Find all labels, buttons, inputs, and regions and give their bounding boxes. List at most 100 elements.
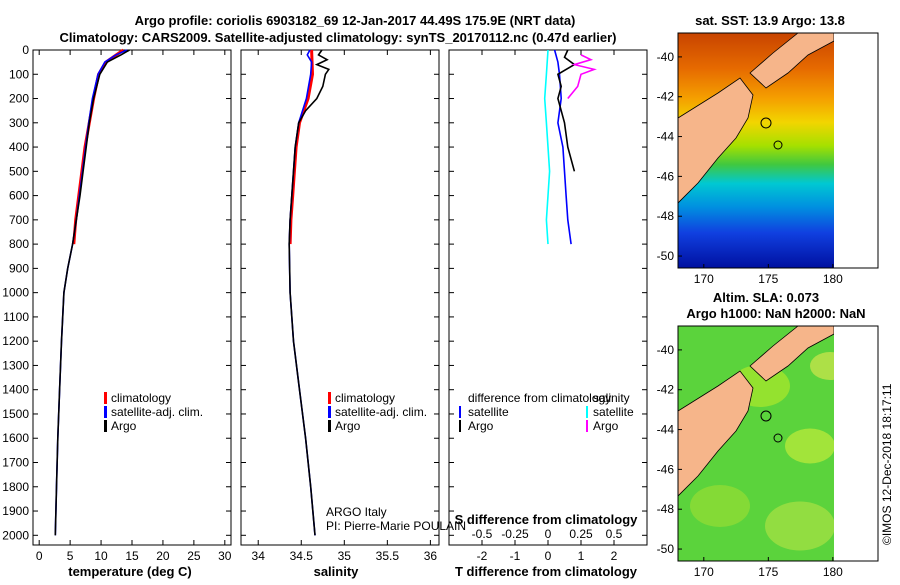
salinity-panel-frame (240, 49, 440, 546)
difference-x-axis: -2 -1 0 1 2 -0.5 -0.25 0 0.25 0.5 (472, 50, 623, 563)
series-line-argo (288, 49, 331, 536)
annotation-argo-italy: ARGO Italy (326, 505, 387, 519)
legend-swatch-temp-satellite (459, 406, 461, 418)
legend-swatch-argo (328, 420, 331, 432)
sla-map-title-2: Argo h1000: NaN h2000: NaN (686, 306, 865, 321)
map-y-tick-label: -44 (657, 130, 675, 144)
x-tick-label-top: -0.5 (472, 527, 493, 541)
map-x-tick-label: 175 (758, 565, 778, 579)
depth-tick-label: 1300 (2, 358, 29, 372)
legend-swatch-sal-satellite (586, 406, 588, 418)
map-blank (834, 33, 878, 268)
difference-xlabel-bottom: T difference from climatology (455, 564, 638, 579)
series-line-climatology (288, 49, 315, 245)
depth-tick-label: 1600 (2, 431, 29, 445)
land-north-island (749, 33, 834, 89)
sla-blob (690, 485, 750, 527)
legend-label-argo: Argo (111, 419, 137, 433)
x-tick-label: 1 (578, 549, 585, 563)
sla-map-title-1: Altim. SLA: 0.073 (713, 290, 819, 305)
legend-swatch-temp-argo (459, 420, 461, 432)
x-tick-label: 0 (545, 549, 552, 563)
map-blank (834, 326, 878, 561)
map-x-tick-label: 170 (694, 272, 714, 286)
difference-series (543, 49, 597, 245)
depth-tick-label: 800 (9, 237, 29, 251)
series-line-temperature-satellite (553, 49, 572, 245)
land-south-island (678, 77, 754, 204)
legend-swatch-satellite (104, 406, 107, 418)
x-tick-label: 20 (156, 549, 170, 563)
difference-xlabel-top: S difference from climatology (455, 512, 639, 527)
eddy-contour (760, 117, 772, 129)
difference-panel-frame (448, 49, 648, 546)
sla-map: 170 175 180 -40 -42 -44 -46 -48 -50 (657, 325, 879, 579)
legend-label-temp-argo: Argo (468, 419, 494, 433)
depth-axis: 0 100 200 300 400 500 600 700 800 900 1000 1100 1200… (2, 43, 647, 542)
argo-location-marker (773, 140, 783, 150)
legend-label-temp-satellite: satellite (468, 405, 509, 419)
legend-swatch-climatology (104, 392, 107, 404)
legend-label-satellite: satellite-adj. clim. (111, 405, 203, 419)
map-y-tick-label: -50 (657, 542, 675, 556)
annotation-pi: PI: Pierre-Marie POULAIN (326, 519, 466, 533)
depth-tick-label: 2000 (2, 528, 29, 542)
x-tick-label: 25 (187, 549, 201, 563)
legend-swatch-climatology (328, 392, 331, 404)
depth-tick-label: 500 (9, 164, 29, 178)
map-field (678, 33, 834, 268)
x-tick-label: 5 (67, 549, 74, 563)
depth-tick-label: 1200 (2, 334, 29, 348)
land-south-island (678, 370, 754, 497)
legend-label-sal-satellite: satellite (593, 405, 634, 419)
map-field (678, 326, 834, 561)
argo-location-marker (773, 433, 783, 443)
legend-label-climatology: climatology (111, 391, 171, 405)
sst-map-title: sat. SST: 13.9 Argo: 13.8 (695, 13, 845, 28)
map-y-tick-label: -40 (657, 343, 675, 357)
x-tick-label-top: 0.5 (606, 527, 623, 541)
map-y-tick-label: -46 (657, 462, 675, 476)
x-tick-label: 2 (611, 549, 618, 563)
depth-tick-label: 0 (22, 43, 29, 57)
legend-heading-temperature: difference from climatology (468, 391, 611, 405)
map-y-tick-label: -48 (657, 209, 675, 223)
temperature-x-axis: 0 5 10 15 20 25 30 (36, 50, 232, 563)
map-y-tick-label: -44 (657, 423, 675, 437)
series-line-salinity-argo (567, 54, 597, 100)
x-tick-label: 35 (338, 549, 352, 563)
depth-tick-label: 1800 (2, 480, 29, 494)
sst-map: 170 175 180 -40 -42 -44 -46 -48 -50 (657, 32, 879, 286)
depth-tick-label: 1100 (3, 310, 29, 324)
temperature-series (54, 48, 130, 536)
eddy-contour (760, 410, 772, 422)
sla-blob (765, 501, 834, 551)
salinity-legend: climatology satellite-adj. clim. Argo AR… (326, 391, 466, 533)
x-tick-label: 34.5 (290, 549, 314, 563)
depth-tick-label: 400 (9, 140, 29, 154)
series-line-salinity-satellite (543, 49, 551, 245)
map-y-tick-label: -46 (657, 169, 675, 183)
x-tick-label: 30 (218, 549, 232, 563)
series-line-temperature-argo (556, 49, 576, 172)
x-tick-label: 34 (252, 549, 266, 563)
map-frame (677, 325, 879, 562)
legend-label-satellite: satellite-adj. clim. (335, 405, 427, 419)
land-north-island (749, 326, 834, 382)
map-y-tick-label: -42 (657, 383, 675, 397)
legend-swatch-sal-argo (586, 420, 588, 432)
x-tick-label: 10 (94, 549, 108, 563)
depth-tick-label: 600 (9, 189, 29, 203)
depth-tick-label: 200 (9, 92, 29, 106)
legend-swatch-argo (104, 420, 107, 432)
depth-tick-label: 1000 (2, 286, 29, 300)
series-line-satellite-adj-clim- (54, 49, 128, 536)
x-tick-label: 35.5 (376, 549, 400, 563)
legend-label-sal-argo: Argo (593, 419, 619, 433)
title-line-2: Climatology: CARS2009. Satellite-adjuste… (59, 30, 616, 45)
x-tick-label: 0 (36, 549, 43, 563)
x-tick-label-top: 0.25 (569, 527, 593, 541)
sla-blob (785, 428, 834, 464)
